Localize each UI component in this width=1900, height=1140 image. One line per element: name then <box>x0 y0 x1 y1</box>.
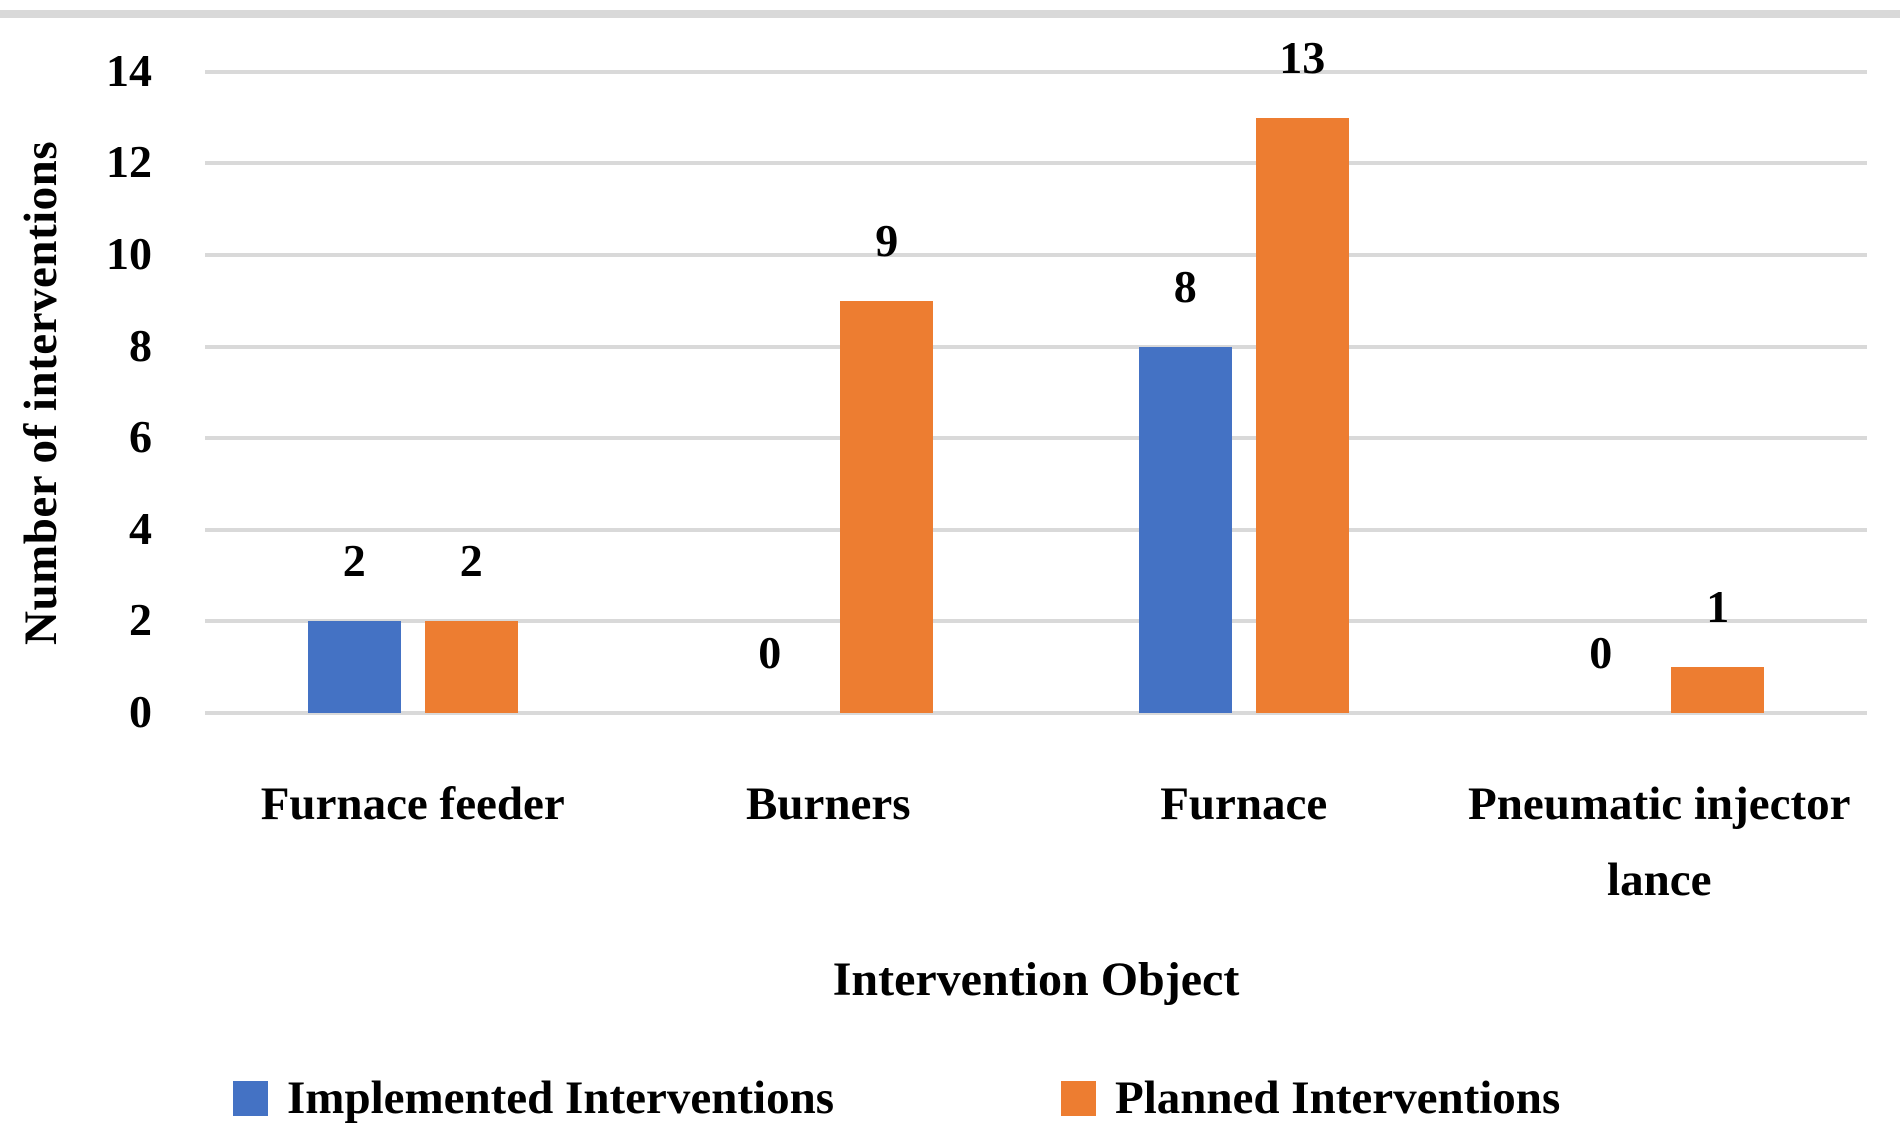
top-border-line <box>0 10 1900 18</box>
bar-planned-furnace <box>1255 117 1349 713</box>
bar-implemented-furnace <box>1138 346 1232 713</box>
y-tick-label-6: 6 <box>129 411 152 463</box>
value-label-planned-furnace-feeder: 2 <box>459 535 483 587</box>
category-label-furnace-feeder: Furnace feeder <box>260 778 565 830</box>
gridline-y-8 <box>205 344 1867 349</box>
bar-planned-pneumatic-injector-lance <box>1671 667 1765 713</box>
bar-implemented-furnace-feeder <box>307 621 401 713</box>
legend-label-planned: Planned Interventions <box>1115 1071 1561 1124</box>
bar-planned-furnace-feeder <box>424 621 518 713</box>
gridline-y-10 <box>205 253 1867 257</box>
legend-swatch-implemented-icon <box>233 1080 268 1116</box>
gridline-y-14 <box>205 69 1867 74</box>
y-tick-label-14: 14 <box>106 44 152 96</box>
gridline-y-2 <box>205 619 1867 624</box>
category-label-burners: Burners <box>746 778 911 830</box>
value-label-implemented-burners: 0 <box>758 627 782 678</box>
y-tick-label-8: 8 <box>129 319 152 371</box>
y-tick-label-10: 10 <box>106 228 152 280</box>
gridline-y-4 <box>205 527 1867 532</box>
legend-item-planned: Planned Interventions <box>1061 1072 1560 1124</box>
x-axis-title: Intervention Object <box>832 953 1240 1006</box>
value-label-implemented-furnace-feeder: 2 <box>342 535 366 587</box>
y-tick-label-4: 4 <box>129 502 152 554</box>
gridline-y-12 <box>205 161 1867 166</box>
legend-label-implemented: Implemented Interventions <box>287 1071 834 1124</box>
value-label-planned-pneumatic-injector-lance: 1 <box>1706 581 1730 633</box>
value-label-implemented-furnace: 8 <box>1173 260 1197 312</box>
category-label-pneumatic-injector-lance: Pneumatic injector lance <box>1468 778 1851 907</box>
y-tick-label-0: 0 <box>129 686 152 738</box>
y-tick-label-2: 2 <box>129 594 152 646</box>
gridline-y-0 <box>205 711 1867 715</box>
value-label-planned-burners: 9 <box>875 214 899 266</box>
category-label-furnace: Furnace <box>1160 778 1328 830</box>
legend-swatch-planned-icon <box>1061 1080 1096 1116</box>
gridline-y-6 <box>205 436 1867 441</box>
value-label-implemented-pneumatic-injector-lance: 0 <box>1589 627 1613 678</box>
legend-item-implemented: Implemented Interventions <box>233 1072 834 1124</box>
value-label-planned-furnace: 13 <box>1279 31 1326 83</box>
bar-planned-burners <box>840 300 934 713</box>
y-tick-label-12: 12 <box>106 136 152 188</box>
